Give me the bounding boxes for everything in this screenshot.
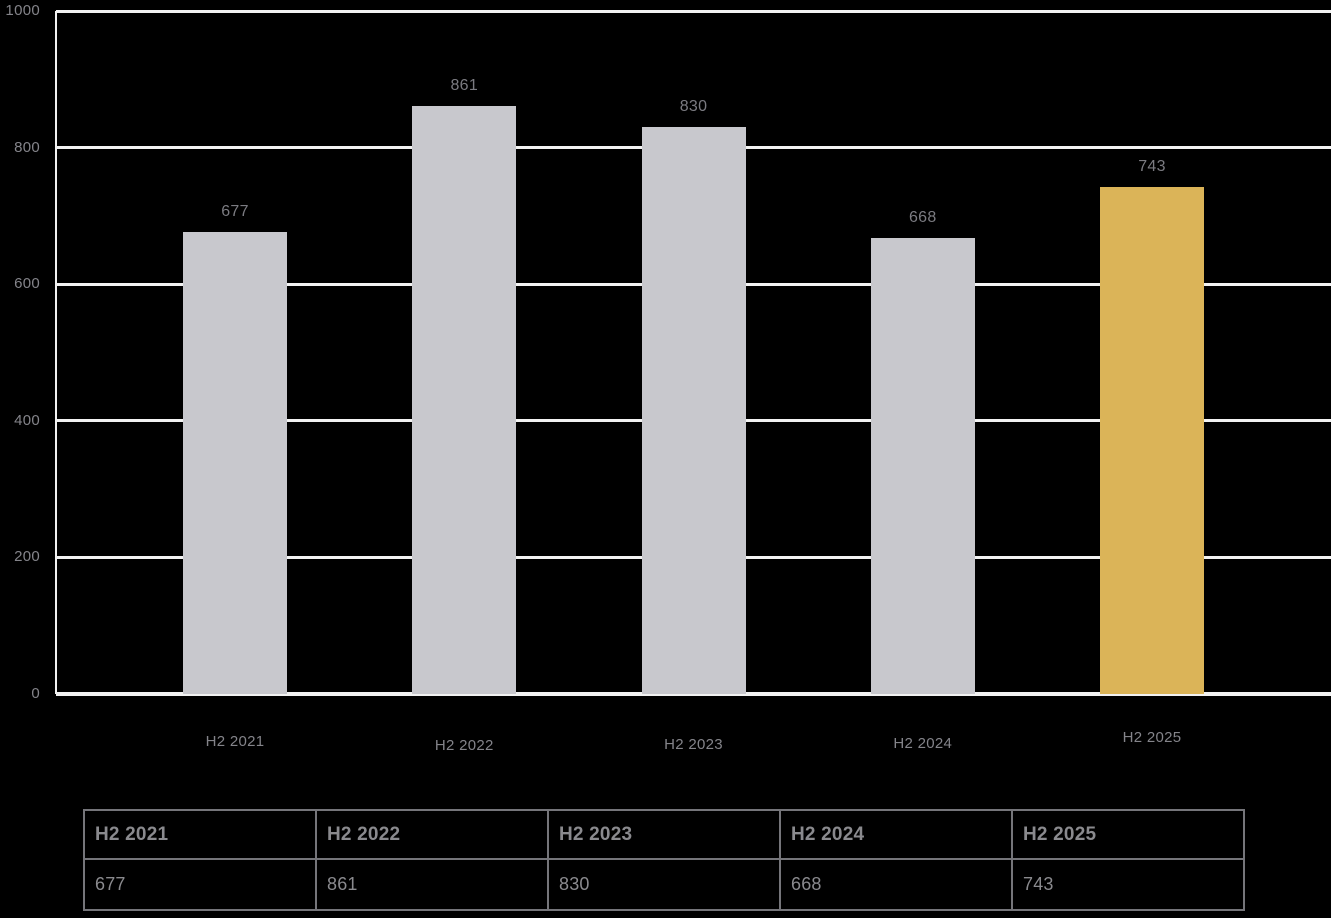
x-axis-label-h2-2024: H2 2024 xyxy=(893,735,953,752)
table-header-cell: H2 2022 xyxy=(315,809,549,860)
data-table: H2 2021 H2 2022 H2 2023 H2 2024 H2 2025 … xyxy=(83,809,1245,911)
y-axis-tick-label: 400 xyxy=(14,411,40,429)
bar-value-label-h2-2025: 743 xyxy=(1138,157,1166,175)
bar-h2-2025 xyxy=(1100,186,1204,694)
table-value-cell: 830 xyxy=(547,858,781,911)
bar-h2-2021 xyxy=(183,231,287,694)
bar-value-label-h2-2022: 861 xyxy=(450,76,479,94)
table-header-cell: H2 2021 xyxy=(83,809,317,860)
bar-h2-2024 xyxy=(870,237,975,694)
bar-h2-2022 xyxy=(412,105,517,694)
bar-h2-2023 xyxy=(641,127,746,694)
data-table-header-row: H2 2021 H2 2022 H2 2023 H2 2024 H2 2025 xyxy=(83,809,1245,860)
table-header-cell: H2 2025 xyxy=(1011,809,1245,860)
bar-value-label-h2-2021: 677 xyxy=(221,202,249,220)
data-table-value-row: 677 861 830 668 743 xyxy=(83,858,1245,911)
x-axis-label-h2-2025: H2 2025 xyxy=(1122,729,1182,746)
x-axis-label-h2-2021: H2 2021 xyxy=(205,733,265,750)
y-axis-line xyxy=(55,11,57,694)
table-header-cell: H2 2024 xyxy=(779,809,1013,860)
x-axis-label-h2-2022: H2 2022 xyxy=(434,737,494,754)
x-axis-label-h2-2023: H2 2023 xyxy=(664,736,723,753)
table-header-cell: H2 2023 xyxy=(547,809,781,860)
gridline-0 xyxy=(56,692,1331,696)
y-axis-tick-label: 1000 xyxy=(5,2,40,19)
bar-value-label-h2-2023: 830 xyxy=(679,98,708,116)
y-axis-tick-label: 800 xyxy=(14,138,40,156)
table-value-cell: 743 xyxy=(1011,858,1245,911)
y-axis-tick-label: 600 xyxy=(14,275,40,293)
y-axis-tick-label: 200 xyxy=(14,548,40,566)
table-value-cell: 668 xyxy=(779,858,1013,911)
y-axis-tick-label: 0 xyxy=(31,685,40,702)
gridline-1000 xyxy=(56,9,1331,13)
bar-value-label-h2-2024: 668 xyxy=(908,208,937,226)
table-value-cell: 677 xyxy=(83,858,317,911)
table-value-cell: 861 xyxy=(315,858,549,911)
